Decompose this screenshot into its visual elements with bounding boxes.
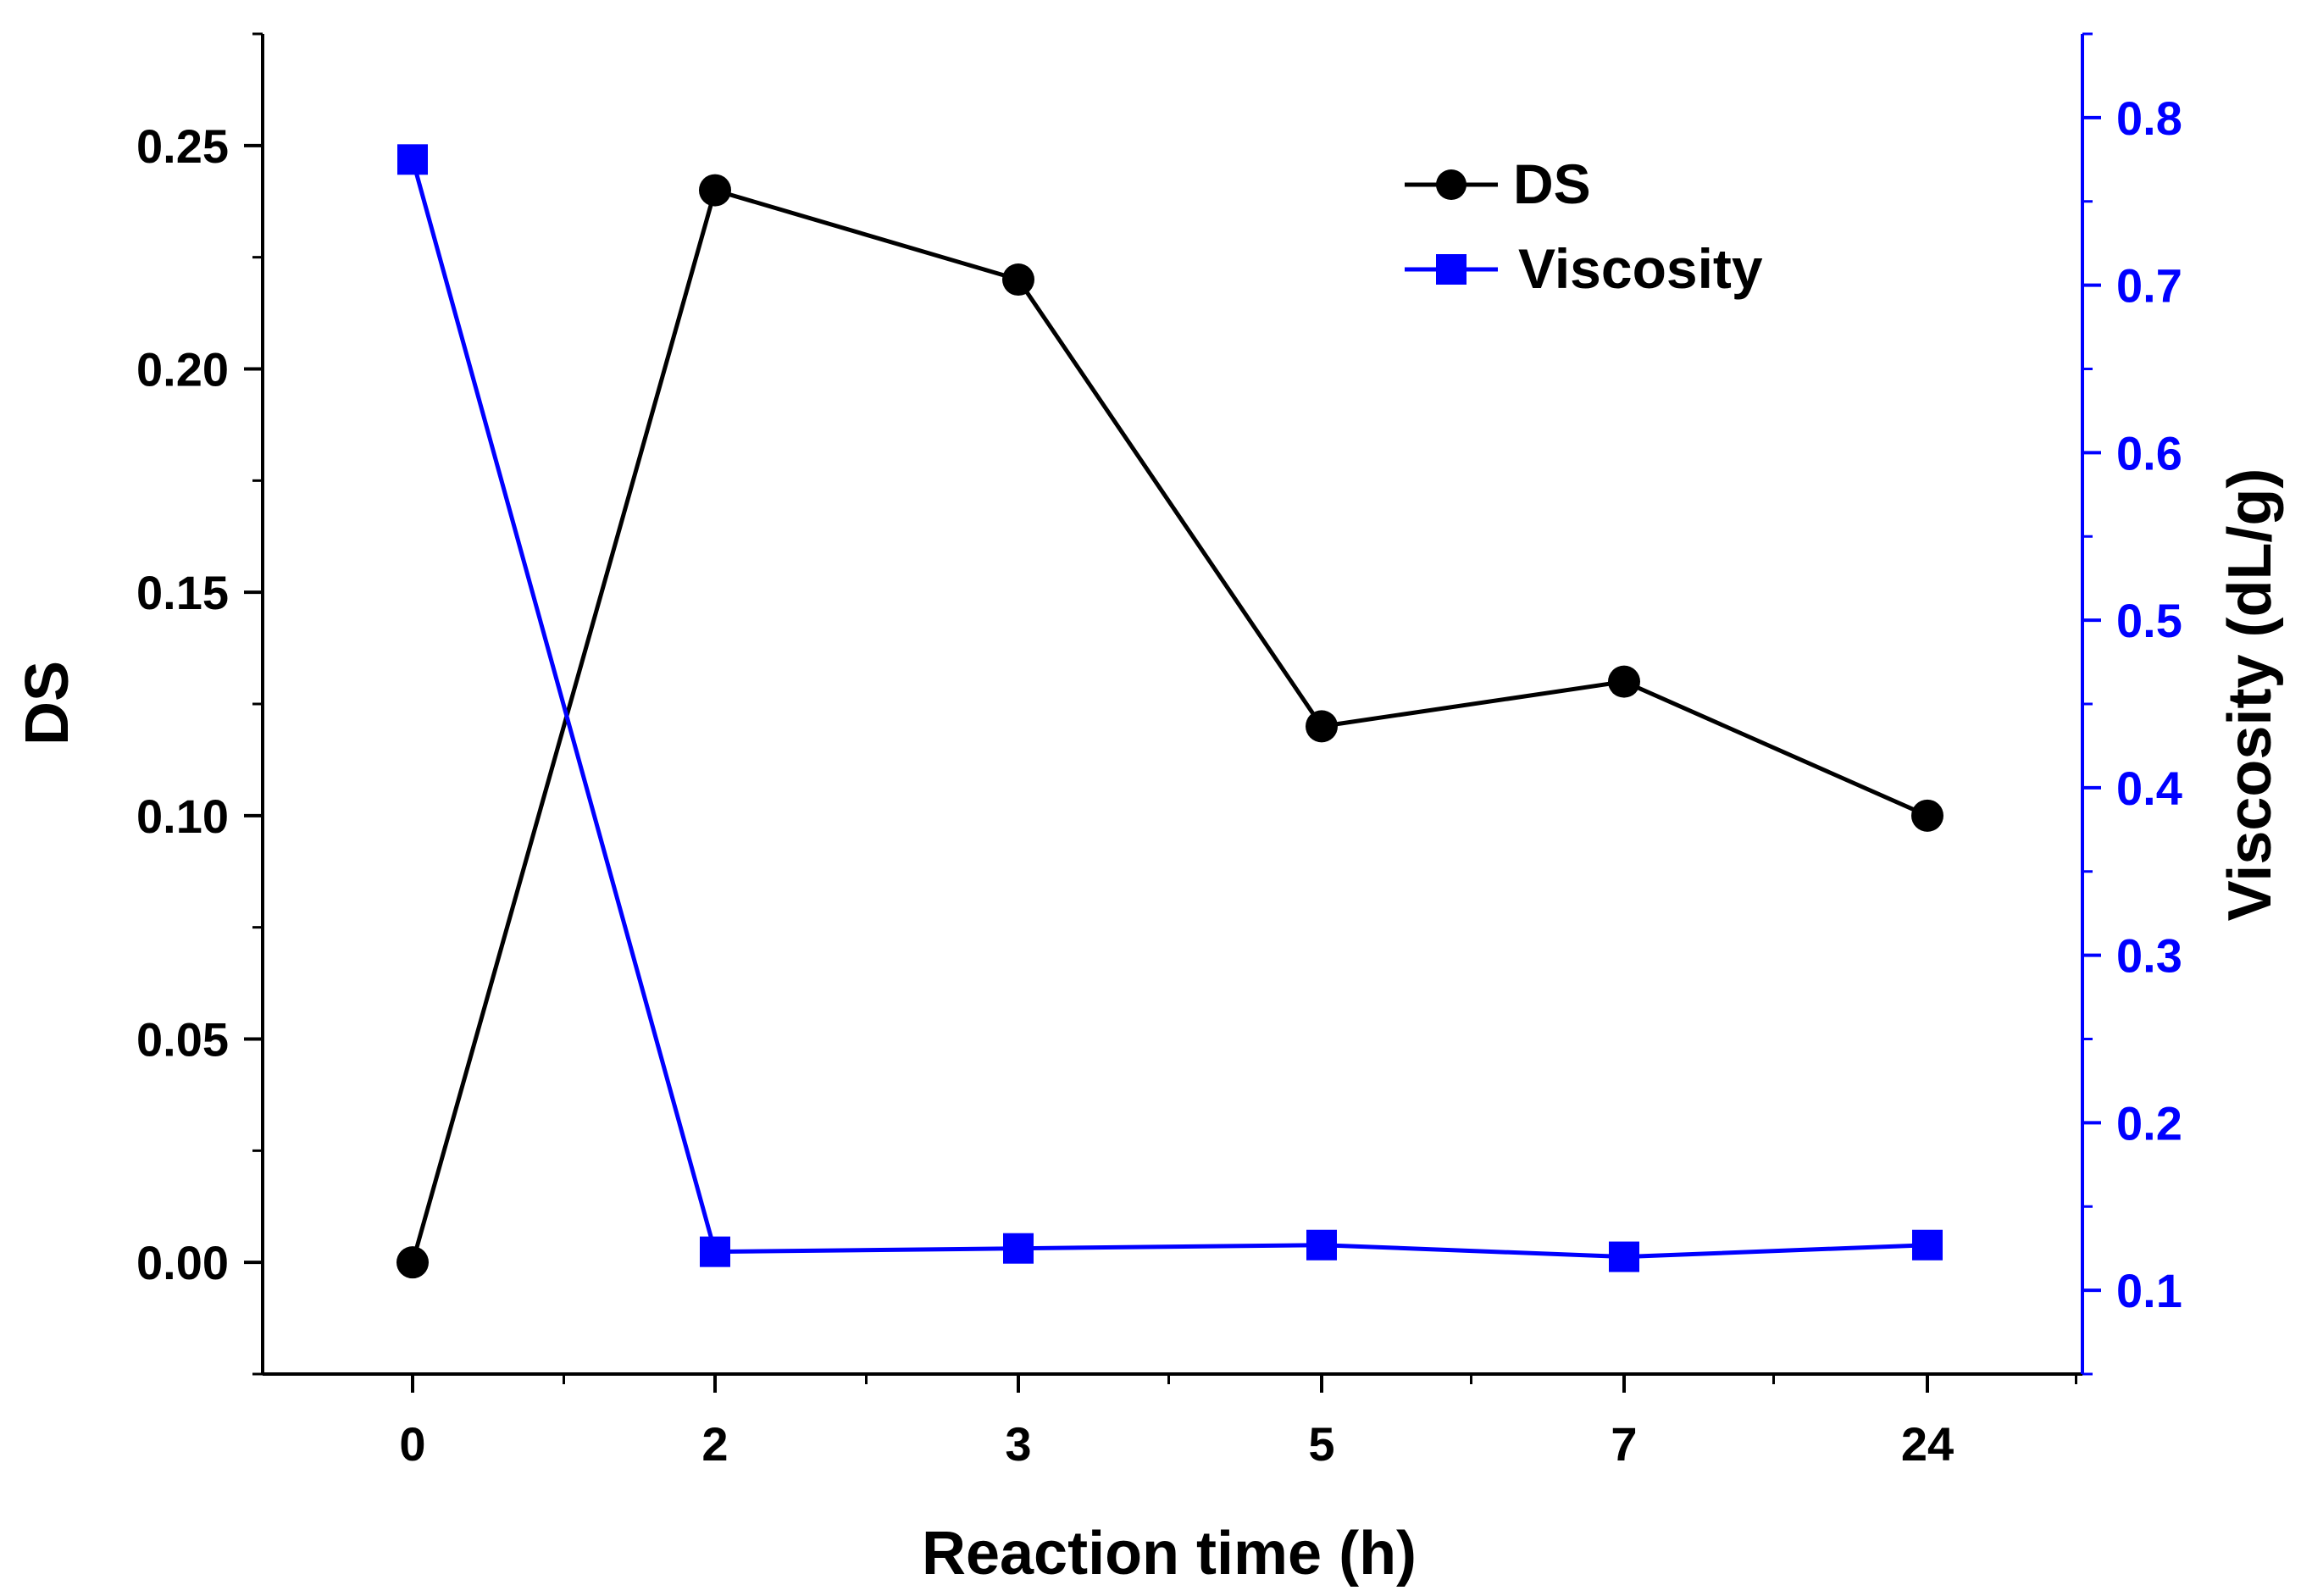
x-tick-label: 5: [1308, 1417, 1334, 1471]
x-axis-title: Reaction time (h): [922, 1520, 1417, 1588]
series: [396, 144, 1943, 1279]
x-tick-label: 3: [1005, 1417, 1031, 1471]
point-ds: [1911, 799, 1943, 832]
y-left-tick-label: 0.25: [136, 119, 229, 173]
y-right-tick-label: 0.3: [2116, 929, 2182, 983]
point-viscosity: [1003, 1233, 1034, 1264]
axes: 0.00 0.05 0.10 0.15 0.20 0.25 0.1 0.2 0.3 0.4 0.5 0…: [136, 32, 2182, 1471]
point-viscosity: [1306, 1229, 1337, 1261]
y-left-tick-label: 0.20: [136, 343, 229, 396]
point-ds: [1002, 263, 1034, 296]
point-ds: [396, 1246, 429, 1279]
point-viscosity: [700, 1236, 730, 1267]
y-left-tick-label: 0.15: [136, 566, 229, 619]
y-right-tick-label: 0.8: [2116, 91, 2182, 145]
legend-viscosity-marker: [1436, 254, 1467, 285]
point-viscosity: [397, 144, 428, 175]
y-right-tick-label: 0.2: [2116, 1096, 2182, 1150]
y-right-tick-label: 0.6: [2116, 426, 2182, 479]
point-ds: [1608, 665, 1640, 698]
legend-ds-marker: [1436, 169, 1467, 200]
y-right-tick-label: 0.5: [2116, 594, 2182, 647]
legend-ds-label: DS: [1513, 152, 1591, 215]
y-left-tick-label: 0.10: [136, 790, 229, 843]
y-axis-left-title: DS: [14, 661, 81, 745]
y-right-tick-label: 0.7: [2116, 259, 2182, 313]
legend-viscosity-label: Viscosity: [1518, 237, 1763, 300]
point-viscosity: [1912, 1229, 1943, 1261]
y-right-tick-label: 0.4: [2116, 762, 2182, 815]
y-axis-right-title: Viscosity (dL/g): [2216, 468, 2284, 922]
legend: DS Viscosity: [1405, 152, 1763, 300]
series-line-ds: [410, 187, 1929, 1263]
point-viscosity: [1609, 1241, 1639, 1272]
y-left-tick-label: 0.00: [136, 1236, 229, 1289]
x-tick-label: 0: [399, 1417, 425, 1471]
point-ds: [1306, 710, 1338, 743]
y-left-tick-label: 0.05: [136, 1013, 229, 1067]
y-right-tick-label: 0.1: [2116, 1264, 2182, 1317]
x-tick-label: 2: [701, 1417, 728, 1471]
point-ds: [699, 174, 731, 207]
x-tick-label: 24: [1901, 1417, 1954, 1471]
x-tick-label: 7: [1611, 1417, 1637, 1471]
series-line-viscosity: [410, 158, 1928, 1260]
